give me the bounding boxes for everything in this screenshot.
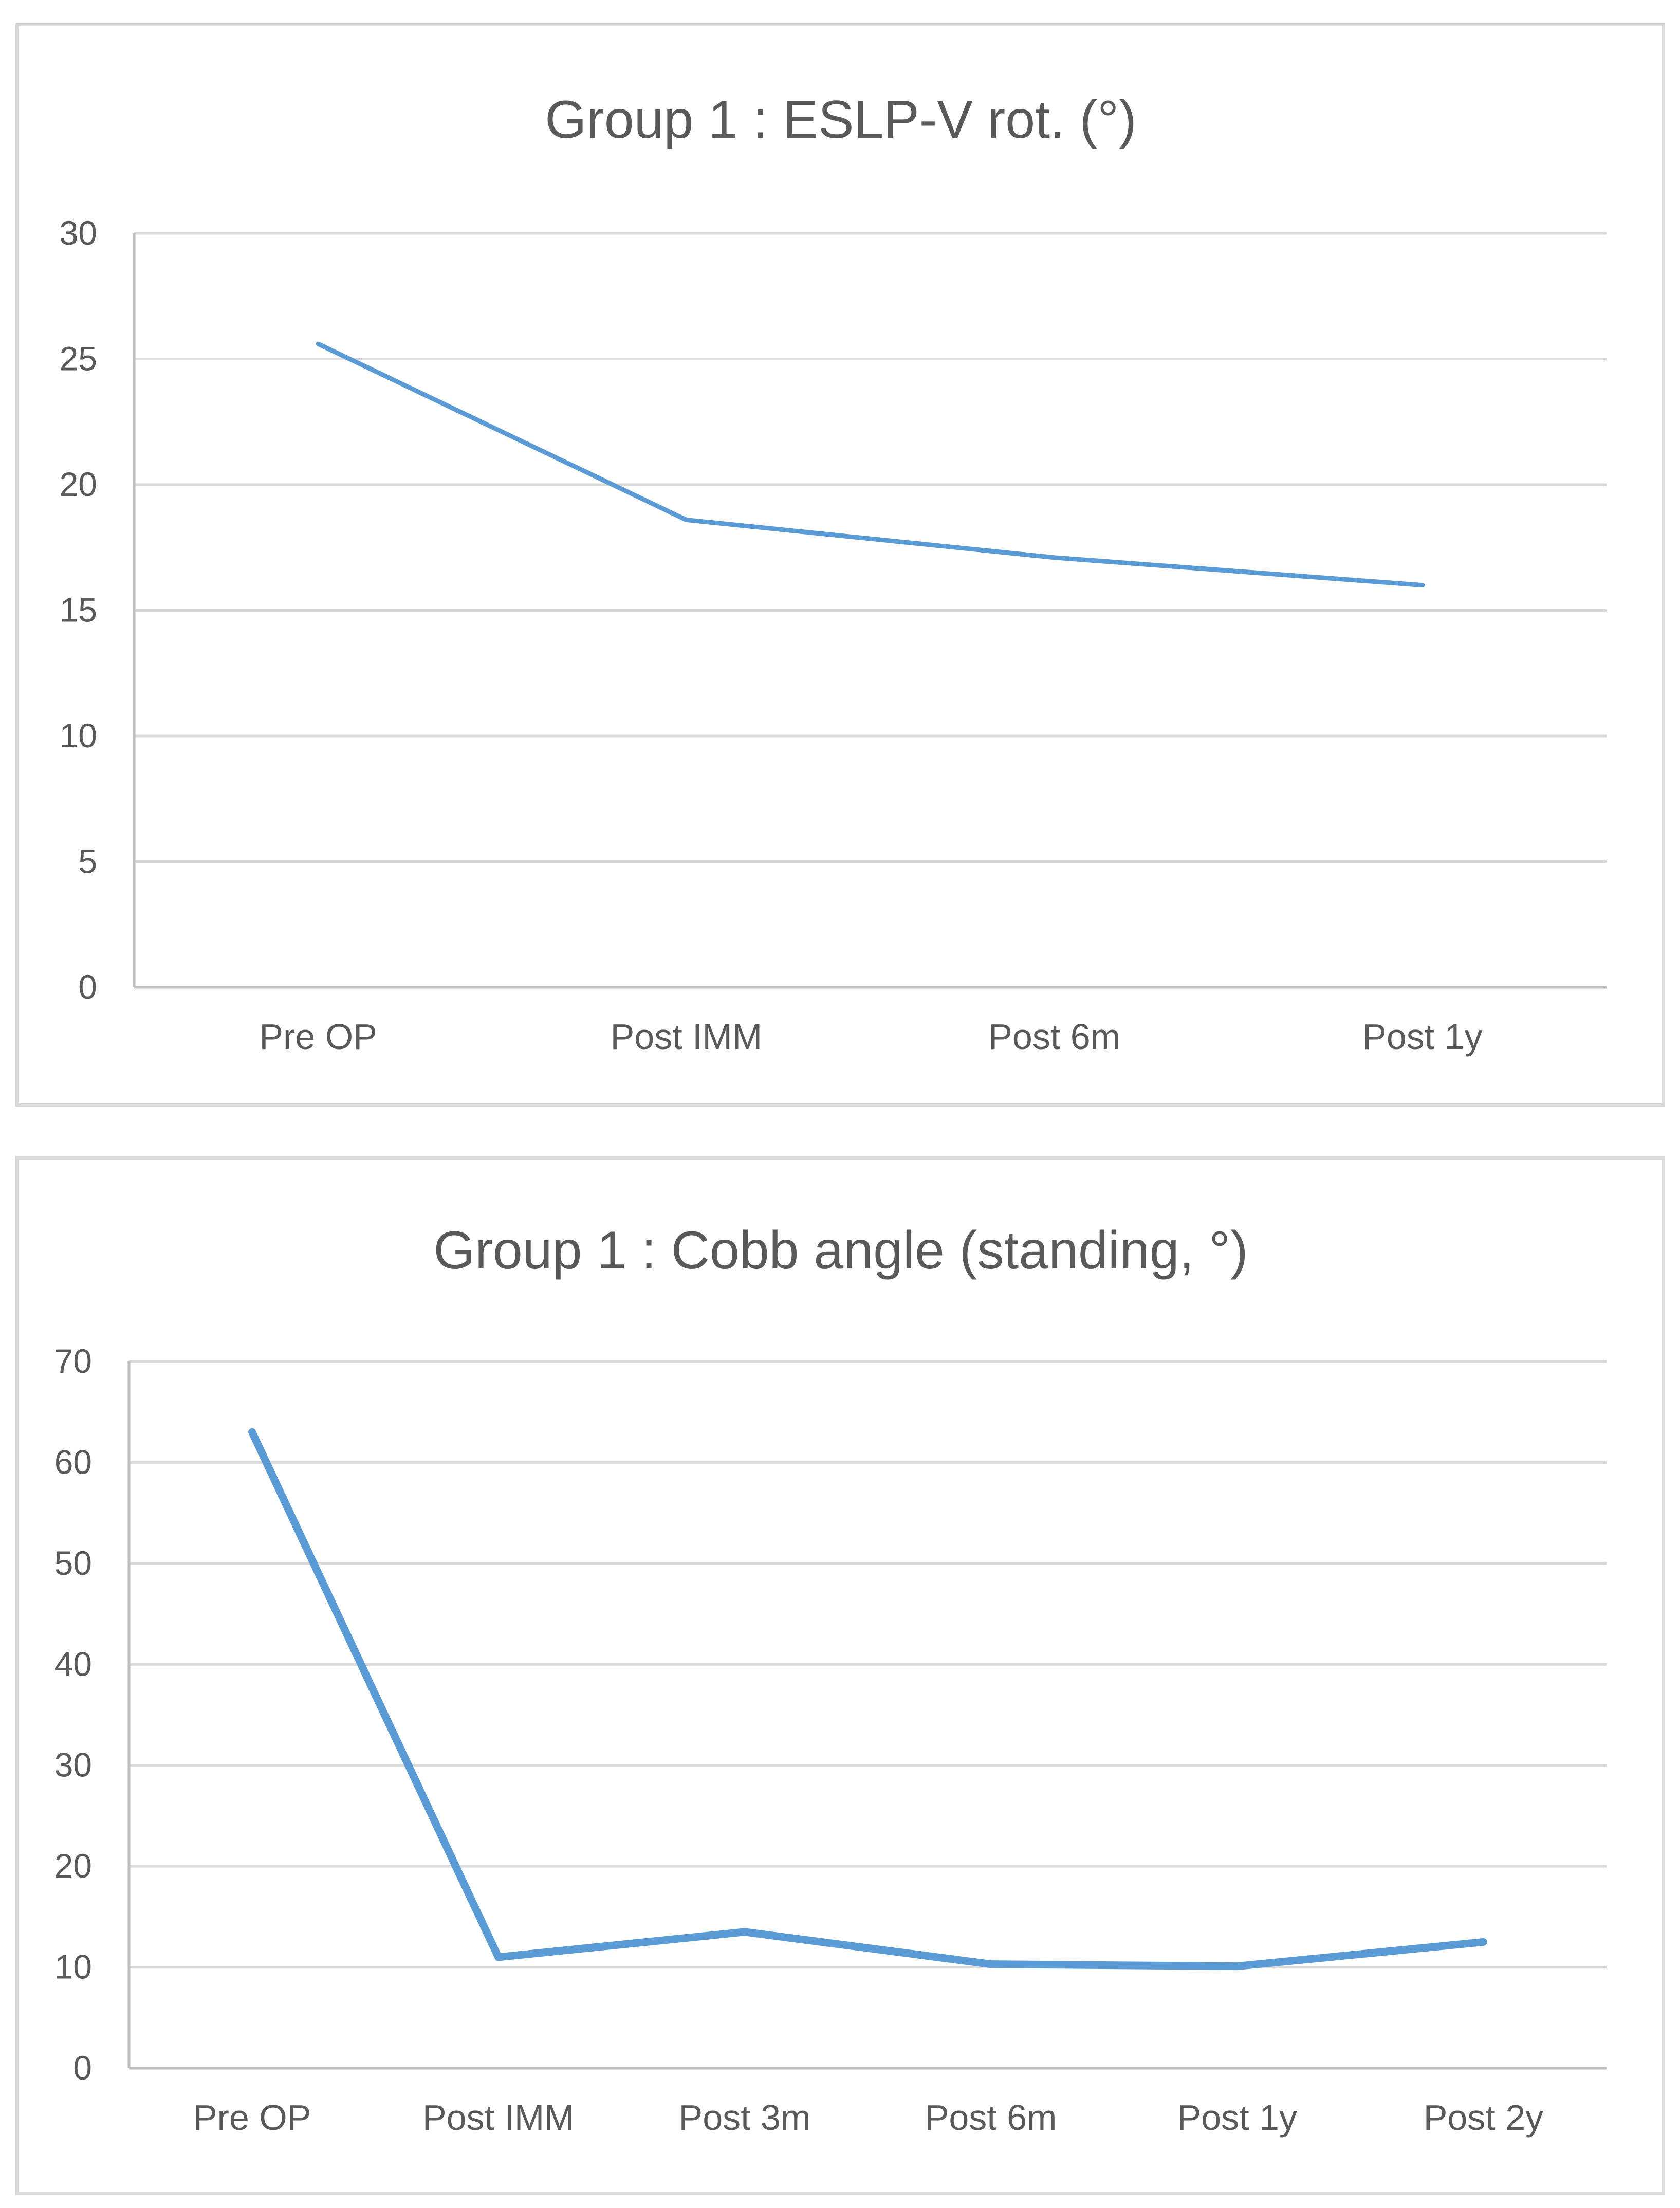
y-tick-label: 40 xyxy=(54,1645,92,1683)
data-point xyxy=(1052,555,1057,560)
y-tick-label: 20 xyxy=(60,465,97,503)
x-tick-label: Post 2y xyxy=(1424,2097,1543,2138)
series-line xyxy=(317,342,1423,588)
y-tick-label: 5 xyxy=(78,842,97,880)
y-tick-label: 15 xyxy=(60,591,97,629)
x-tick-label: Post 1y xyxy=(1362,1017,1482,1057)
cobb-line-chart: Group 1 : Cobb angle (standing, °) 0 10 20… xyxy=(54,1221,1607,2138)
chart-panel-cobb: Group 1 : Cobb angle (standing, °) 0 10 20… xyxy=(15,1156,1665,2195)
y-tick-label: 20 xyxy=(54,1847,92,1885)
data-point xyxy=(1479,1938,1487,1946)
data-point xyxy=(494,1953,503,1961)
x-tick-label: Post 3m xyxy=(679,2097,811,2138)
data-point xyxy=(741,1928,749,1936)
y-tick-label: 60 xyxy=(54,1443,92,1481)
eslp-line-chart: Group 1 : ESLP-V rot. (°) 0 5 10 15 20 25 30 Pr… xyxy=(60,90,1607,1057)
y-tick-label: 25 xyxy=(60,340,97,378)
series-line xyxy=(248,1430,1484,1971)
x-tick-label: Pre OP xyxy=(193,2097,311,2138)
x-tick-label: Post IMM xyxy=(422,2097,575,2138)
y-tick-label: 50 xyxy=(54,1544,92,1582)
x-tick-label: Post 1y xyxy=(1177,2097,1297,2138)
y-tick-label: 10 xyxy=(54,1948,92,1986)
x-tick-label: Post 6m xyxy=(988,1017,1120,1057)
x-tick-label: Pre OP xyxy=(259,1017,377,1057)
chart-title: Group 1 : Cobb angle (standing, °) xyxy=(433,1221,1248,1280)
data-point xyxy=(248,1428,256,1436)
chart-panel-eslp: Group 1 : ESLP-V rot. (°) 0 5 10 15 20 25 30 Pr… xyxy=(15,23,1665,1107)
data-point xyxy=(684,517,689,522)
x-tick-label: Post IMM xyxy=(611,1017,763,1057)
y-tick-label: 0 xyxy=(73,2049,92,2087)
data-point xyxy=(1233,1962,1241,1971)
y-tick-label: 10 xyxy=(60,716,97,755)
x-tick-label: Post 6m xyxy=(925,2097,1057,2138)
y-tick-label: 30 xyxy=(54,1746,92,1784)
data-point xyxy=(316,341,321,346)
data-point xyxy=(987,1960,995,1968)
y-tick-label: 30 xyxy=(60,214,97,252)
y-tick-label: 0 xyxy=(78,968,97,1006)
chart-title: Group 1 : ESLP-V rot. (°) xyxy=(545,90,1136,150)
data-point xyxy=(1420,583,1425,588)
y-tick-label: 70 xyxy=(54,1342,92,1380)
